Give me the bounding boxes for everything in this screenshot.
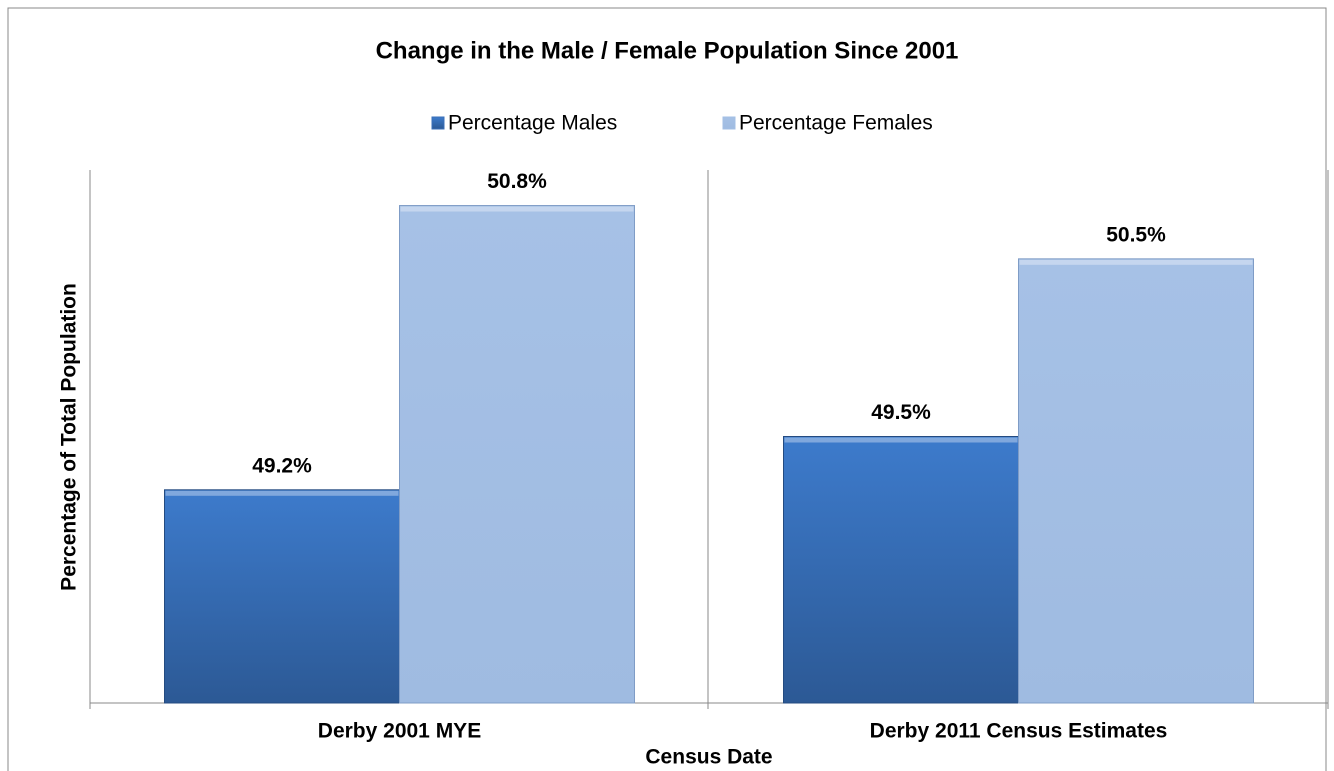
y-axis-title: Percentage of Total Population (58, 283, 81, 591)
bar (1018, 258, 1254, 704)
bar (783, 436, 1019, 704)
data-label: 49.5% (871, 401, 931, 424)
bar-bevel (1019, 259, 1253, 265)
bar-bevel (165, 490, 399, 496)
data-label: 50.8% (487, 170, 547, 193)
bar-bevel (784, 437, 1018, 443)
legend-swatch (722, 116, 736, 130)
legend-swatch (431, 116, 445, 130)
bar (399, 205, 635, 704)
x-axis-title: Census Date (645, 746, 772, 769)
bar-bevel (400, 206, 634, 212)
bar (164, 489, 400, 704)
x-tick-label: Derby 2001 MYE (318, 720, 481, 743)
data-label: 50.5% (1106, 223, 1166, 246)
chart-title: Change in the Male / Female Population S… (376, 37, 959, 64)
legend-label: Percentage Males (448, 112, 617, 135)
data-label: 49.2% (252, 454, 312, 477)
legend-label: Percentage Females (739, 112, 933, 135)
x-tick-label: Derby 2011 Census Estimates (870, 720, 1168, 743)
